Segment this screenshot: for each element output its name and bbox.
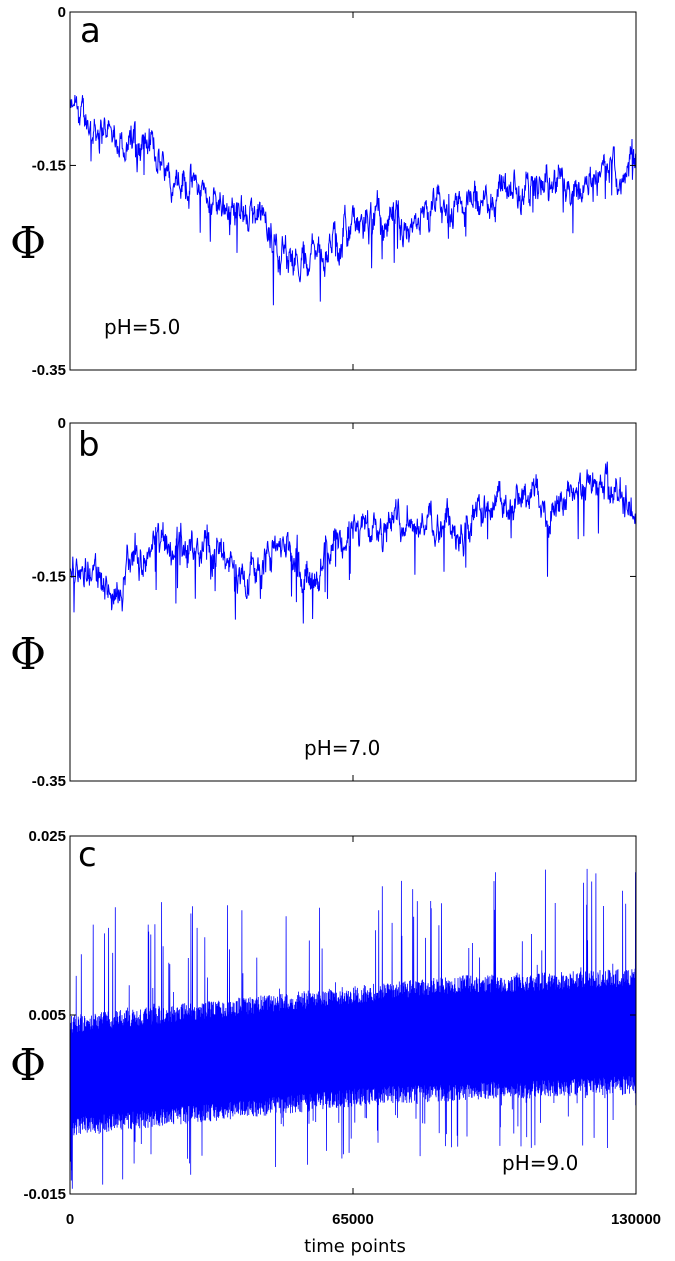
ytick-label: -0.15 — [32, 568, 66, 585]
panel-a: 0 -0.15 -0.35 a pH=5.0 Φ — [10, 4, 637, 379]
panel-a-ylabel: Φ — [10, 218, 46, 269]
xtick-label: 0 — [66, 1211, 74, 1228]
panel-a-ticks: 0 -0.15 -0.35 — [32, 4, 637, 379]
ytick-label: -0.015 — [23, 1186, 66, 1203]
panel-b: 0 -0.15 -0.35 b pH=7.0 Φ — [10, 415, 637, 790]
xtick-label: 65000 — [332, 1211, 374, 1228]
ytick-label: 0.005 — [28, 1007, 66, 1024]
panel-a-letter: a — [80, 11, 101, 51]
ytick-label: -0.35 — [32, 773, 66, 790]
ytick-label: 0.025 — [28, 828, 66, 845]
panel-c-ticks: 0.025 0.005 -0.015 — [23, 828, 637, 1203]
panel-c-ylabel: Φ — [10, 1040, 46, 1091]
series-line-b — [69, 461, 637, 624]
panel-b-annotation: pH=7.0 — [304, 736, 380, 760]
panel-c-annotation: pH=9.0 — [502, 1151, 578, 1175]
panel-a-annotation: pH=5.0 — [104, 315, 180, 339]
ytick-label: 0 — [58, 415, 66, 432]
series-line-a — [69, 94, 637, 306]
x-axis-label: time points — [304, 1236, 406, 1257]
ytick-label: -0.15 — [32, 157, 66, 174]
xtick-label: 130000 — [611, 1211, 661, 1228]
series-line-c — [69, 868, 637, 1189]
panel-c-xticks: 0 65000 130000 — [66, 1211, 661, 1228]
ytick-label: -0.35 — [32, 362, 66, 379]
panel-b-series — [69, 461, 637, 624]
panel-c: 0.025 0.005 -0.015 c pH=9.0 Φ 0 65000 130000… — [10, 828, 661, 1257]
panel-b-frame — [69, 422, 637, 782]
panel-a-series — [69, 94, 637, 306]
panel-b-ticks: 0 -0.15 -0.35 — [32, 415, 637, 790]
panel-c-letter: c — [78, 835, 97, 875]
ytick-label: 0 — [58, 4, 66, 21]
panel-c-series — [69, 868, 637, 1189]
panel-b-letter: b — [78, 425, 100, 465]
panel-b-ylabel: Φ — [10, 629, 46, 680]
